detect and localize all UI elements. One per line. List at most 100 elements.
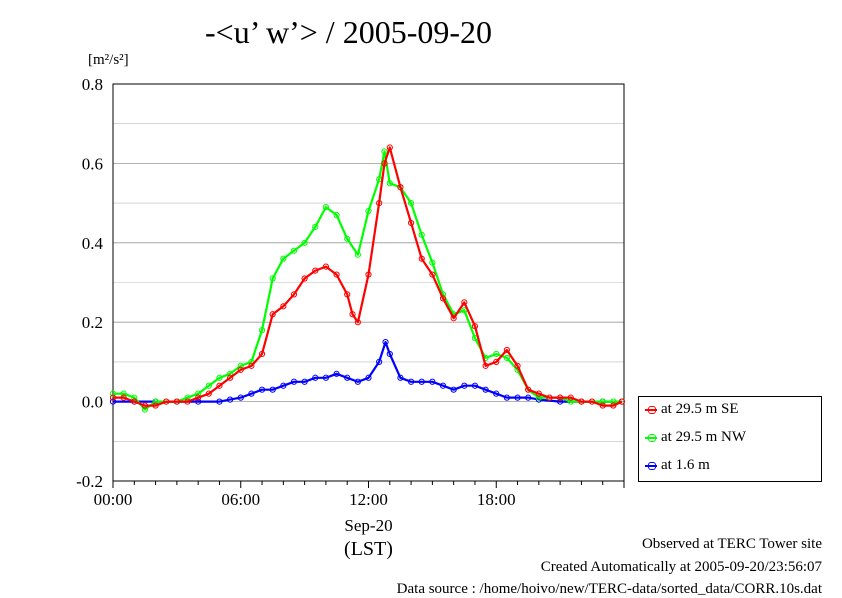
- data-point: [439, 295, 447, 302]
- x-tick-label: 18:00: [477, 490, 516, 509]
- data-point: [503, 354, 510, 362]
- data-point: [354, 378, 361, 385]
- series-2: [109, 338, 625, 405]
- y-tick-label: 0.8: [82, 75, 103, 94]
- data-point: [322, 203, 330, 211]
- data-point: [471, 382, 479, 389]
- data-point: [429, 259, 436, 266]
- data-point: [344, 291, 351, 298]
- data-point: [471, 323, 479, 330]
- data-point: [349, 311, 356, 318]
- data-point: [312, 223, 319, 231]
- data-point: [567, 398, 574, 405]
- data-point: [290, 291, 298, 298]
- series-layer: [109, 144, 625, 413]
- data-point: [599, 398, 606, 405]
- data-point: [461, 382, 468, 389]
- legend-label-1-6m: at 1.6 m: [661, 457, 710, 473]
- data-point: [418, 255, 425, 262]
- data-point: [195, 394, 202, 401]
- data-point: [333, 370, 340, 377]
- data-point: [376, 200, 383, 207]
- data-point: [344, 374, 351, 381]
- data-point: [599, 402, 606, 409]
- data-point: [407, 200, 415, 207]
- data-point: [557, 394, 564, 401]
- series-1: [109, 148, 625, 413]
- data-point: [141, 406, 149, 413]
- data-point: [429, 271, 436, 278]
- data-point: [418, 231, 425, 238]
- legend-swatch-1-6m: [645, 461, 657, 470]
- data-point: [365, 271, 372, 278]
- data-point: [290, 247, 298, 254]
- data-point: [227, 396, 234, 403]
- x-tick-label: 00:00: [94, 490, 133, 509]
- grid-lines: [113, 83, 624, 482]
- data-point: [301, 378, 308, 385]
- data-point: [120, 390, 127, 397]
- legend-item-nw: at 29.5 m NW: [645, 429, 746, 449]
- legend-item-1-6m: at 1.6 m: [645, 457, 710, 477]
- data-point: [578, 398, 585, 405]
- data-point: [407, 219, 415, 227]
- data-point: [184, 398, 191, 405]
- data-point: [163, 398, 170, 405]
- y-tick-label: 0.2: [82, 313, 103, 332]
- data-point: [535, 394, 542, 401]
- data-point: [514, 362, 521, 369]
- data-point: [333, 271, 340, 278]
- data-point: [301, 239, 308, 246]
- data-point: [557, 398, 564, 405]
- data-point: [493, 358, 500, 365]
- data-point: [376, 358, 383, 365]
- data-point: [280, 382, 287, 389]
- data-point: [450, 315, 457, 322]
- data-point: [322, 263, 330, 270]
- data-point: [131, 394, 138, 401]
- data-point: [216, 382, 223, 389]
- y-tick-label: 0.6: [82, 154, 103, 173]
- data-point: [588, 398, 596, 405]
- data-point: [439, 382, 447, 389]
- data-point: [525, 386, 532, 393]
- data-point: [386, 144, 393, 151]
- data-point: [109, 390, 117, 397]
- data-point: [365, 374, 372, 381]
- data-point: [618, 398, 625, 405]
- data-point: [237, 394, 244, 401]
- data-point: [493, 390, 500, 397]
- data-point: [205, 390, 212, 397]
- data-point: [141, 402, 149, 409]
- data-point: [216, 374, 223, 381]
- data-point: [131, 398, 138, 405]
- data-point: [290, 378, 298, 385]
- data-point: [381, 148, 388, 155]
- data-point: [365, 207, 372, 215]
- data-point: [525, 394, 532, 401]
- data-point: [397, 374, 404, 381]
- data-point: [248, 390, 255, 397]
- data-point: [280, 255, 287, 262]
- data-point: [354, 319, 361, 326]
- footer-created: Created Automatically at 2005-09-20/23:5…: [540, 559, 822, 575]
- data-point: [535, 390, 542, 397]
- legend-label-nw: at 29.5 m NW: [661, 429, 746, 445]
- data-point: [248, 362, 255, 369]
- data-point: [152, 398, 159, 405]
- data-point: [258, 350, 266, 358]
- y-tick-label: 0.0: [82, 393, 103, 412]
- x-axis-date-label: Sep-20: [344, 516, 392, 535]
- data-point: [610, 398, 617, 405]
- data-point: [322, 374, 330, 381]
- data-point: [301, 275, 308, 282]
- data-point: [450, 386, 457, 393]
- data-point: [109, 394, 117, 401]
- data-point: [269, 386, 276, 393]
- data-point: [258, 327, 266, 334]
- data-point: [184, 394, 191, 401]
- data-point: [354, 251, 361, 258]
- data-point: [382, 338, 389, 346]
- data-point: [269, 275, 276, 282]
